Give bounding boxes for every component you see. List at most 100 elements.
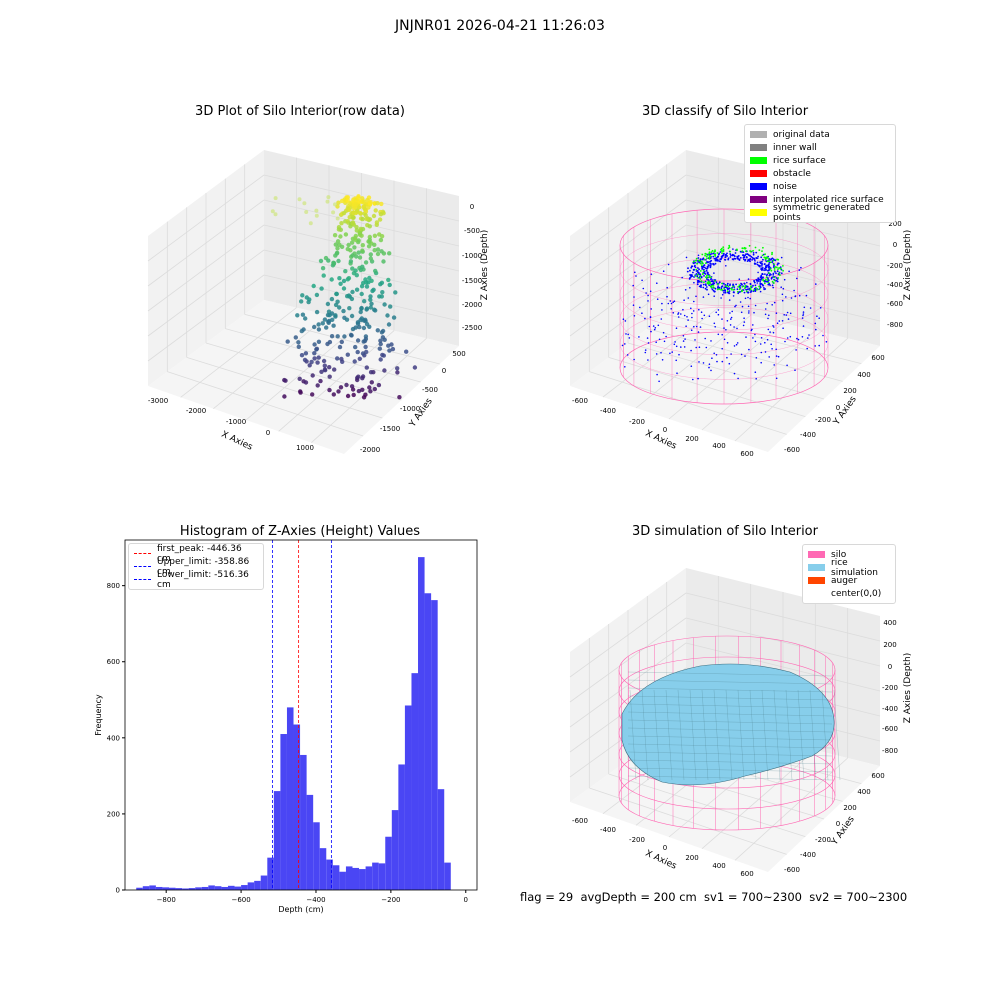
data-point: [374, 220, 380, 225]
noise-point: [768, 314, 770, 317]
noise-point: [793, 289, 795, 292]
noise-point: [681, 276, 683, 279]
rice-surface-point: [695, 259, 697, 262]
noise-point: [711, 357, 713, 360]
noise-point: [759, 343, 762, 345]
mesh-line: [653, 689, 661, 781]
data-point: [312, 351, 317, 356]
histogram-bar: [359, 869, 366, 890]
noise-point: [700, 286, 702, 288]
z-axis-label: Z Axies (Depth): [903, 230, 913, 301]
legend-entry: Lower_limit: -516.36 cm: [134, 570, 258, 590]
y-tick-label: -400: [800, 851, 816, 859]
noise-point: [721, 318, 723, 320]
noise-point: [825, 341, 828, 343]
rice-surface-point: [720, 247, 723, 250]
noise-point: [743, 258, 745, 261]
noise-point: [687, 297, 690, 299]
z-tick-label: -400: [882, 705, 898, 713]
noise-point: [715, 311, 717, 314]
noise-point: [711, 263, 713, 265]
noise-point: [803, 306, 806, 309]
histogram-bar: [149, 885, 156, 890]
noise-point: [782, 327, 784, 330]
rice-surface-point: [700, 280, 703, 282]
histogram-bar: [286, 707, 294, 890]
histogram-bar: [267, 857, 274, 890]
noise-point: [717, 285, 719, 288]
rice-surface-point: [708, 258, 711, 260]
noise-point: [806, 347, 808, 350]
noise-point: [705, 259, 707, 261]
noise-point: [677, 316, 680, 318]
noise-point: [644, 351, 647, 354]
y-tick-label: 600: [871, 354, 884, 362]
noise-point: [726, 320, 729, 322]
data-point: [349, 296, 355, 302]
data-point: [347, 306, 352, 311]
noise-point: [717, 333, 720, 336]
rice-surface-point: [782, 269, 784, 272]
noise-point: [675, 359, 677, 362]
noise-point: [816, 315, 818, 318]
noise-point: [749, 254, 751, 257]
noise-point: [755, 251, 758, 254]
noise-point: [802, 313, 805, 315]
noise-point: [768, 274, 771, 277]
data-point: [368, 256, 373, 261]
data-point: [283, 378, 288, 383]
noise-point: [733, 372, 736, 375]
data-point: [299, 328, 304, 334]
data-point: [386, 322, 392, 327]
noise-point: [781, 299, 784, 302]
noise-point: [699, 281, 701, 283]
data-point: [335, 239, 341, 244]
x-tick-label: 600: [740, 450, 753, 458]
noise-point: [761, 269, 763, 271]
rice-surface-point: [758, 287, 761, 290]
legend-label: inner wall: [773, 142, 817, 153]
noise-point: [639, 306, 641, 309]
mesh-line: [641, 689, 649, 781]
data-point: [337, 344, 343, 350]
rice-surface-point: [699, 275, 702, 277]
noise-point: [710, 340, 712, 342]
noise-point: [775, 377, 778, 380]
rice-surface-point: [721, 282, 723, 285]
noise-point: [774, 270, 776, 273]
noise-point: [680, 346, 682, 348]
histogram-bar: [273, 791, 281, 890]
noise-point: [822, 334, 824, 337]
histogram-bar: [293, 724, 301, 890]
noise-point: [751, 328, 753, 331]
data-point: [338, 385, 344, 390]
noise-point: [633, 358, 635, 361]
noise-point: [710, 278, 713, 280]
x-tick-label: 0: [266, 429, 270, 437]
noise-point: [768, 356, 770, 358]
rice-surface-point: [708, 256, 711, 259]
rice-surface-point: [758, 249, 761, 252]
noise-point: [772, 272, 775, 275]
noise-point: [707, 261, 710, 263]
data-point: [364, 365, 369, 370]
histogram-bar: [352, 867, 360, 890]
data-point: [331, 323, 336, 328]
noise-point: [665, 335, 667, 338]
noise-point: [706, 288, 708, 291]
noise-point: [776, 322, 779, 325]
noise-point: [759, 280, 761, 283]
noise-point: [654, 327, 657, 329]
noise-point: [771, 261, 774, 263]
noise-point: [754, 304, 757, 307]
rice-surface-point: [709, 282, 711, 285]
data-point: [310, 373, 315, 378]
data-point: [356, 195, 361, 200]
histogram-bar: [404, 705, 412, 890]
noise-point: [686, 270, 689, 273]
noise-point: [757, 278, 760, 281]
data-point: [375, 328, 380, 333]
noise-point: [752, 284, 754, 287]
noise-point: [676, 372, 678, 375]
